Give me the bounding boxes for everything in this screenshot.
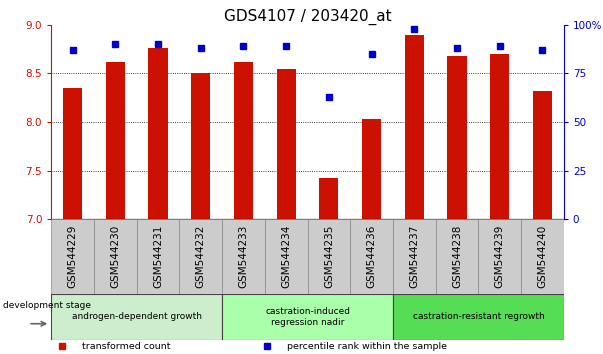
Bar [521, 219, 564, 294]
Bar [222, 219, 265, 294]
Bar [137, 219, 180, 294]
Bar [405, 34, 424, 219]
Bar [277, 69, 296, 219]
Bar [148, 48, 168, 219]
Bar [234, 62, 253, 219]
Bar [447, 56, 467, 219]
Text: castration-resistant regrowth: castration-resistant regrowth [412, 312, 545, 321]
Bar [106, 62, 125, 219]
Text: development stage: development stage [2, 301, 90, 310]
Title: GDS4107 / 203420_at: GDS4107 / 203420_at [224, 8, 391, 25]
Bar [362, 119, 381, 219]
Bar [350, 219, 393, 294]
Text: androgen-dependent growth: androgen-dependent growth [72, 312, 201, 321]
Bar [533, 91, 552, 219]
Bar [94, 219, 137, 294]
Text: GSM544238: GSM544238 [452, 225, 462, 289]
Bar [393, 219, 435, 294]
Text: GSM544235: GSM544235 [324, 225, 334, 289]
Text: GSM544239: GSM544239 [494, 225, 505, 289]
Text: GSM544240: GSM544240 [537, 225, 548, 288]
Bar [51, 219, 94, 294]
Text: GSM544231: GSM544231 [153, 225, 163, 289]
Text: GSM544229: GSM544229 [68, 225, 78, 289]
Bar [191, 74, 210, 219]
Bar [319, 178, 338, 219]
Text: GSM544237: GSM544237 [409, 225, 419, 289]
Bar [265, 219, 308, 294]
Bar [308, 219, 350, 294]
Text: GSM544230: GSM544230 [110, 225, 121, 288]
Text: GSM544236: GSM544236 [367, 225, 377, 289]
Bar [63, 88, 82, 219]
Text: castration-induced
regression nadir: castration-induced regression nadir [265, 307, 350, 326]
Text: GSM544232: GSM544232 [196, 225, 206, 289]
Text: GSM544234: GSM544234 [281, 225, 291, 289]
Bar [490, 54, 510, 219]
Bar [478, 219, 521, 294]
Text: transformed count: transformed count [82, 342, 171, 351]
Bar [222, 294, 393, 340]
Text: percentile rank within the sample: percentile rank within the sample [287, 342, 447, 351]
Text: GSM544233: GSM544233 [238, 225, 248, 289]
Bar [393, 294, 564, 340]
Bar [435, 219, 478, 294]
Bar [180, 219, 222, 294]
Bar [51, 294, 222, 340]
